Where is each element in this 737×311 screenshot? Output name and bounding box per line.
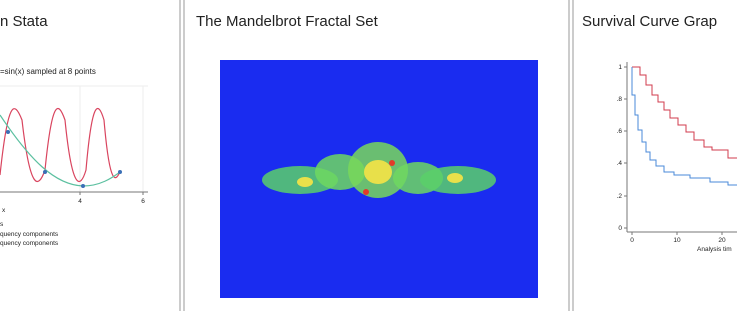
y-tick-label: .2 (617, 193, 623, 200)
x-tick-label: 20 (718, 237, 726, 244)
fractal-core (297, 177, 313, 187)
sine-curve (0, 108, 120, 181)
x-tick-label: 10 (673, 237, 681, 244)
y-tick-label: 1 (618, 64, 622, 71)
card-right[interactable] (573, 0, 737, 311)
fractal-point (389, 160, 395, 166)
fractal-image (220, 60, 538, 298)
sample-point (81, 184, 85, 188)
sample-point (43, 170, 47, 174)
y-tick-label: .4 (617, 160, 623, 167)
fractal-point (363, 189, 369, 195)
sample-point (6, 130, 10, 134)
fractal-core (447, 173, 463, 183)
x-axis-label: Analysis tim (697, 246, 732, 253)
x-tick-label: 0 (630, 237, 634, 244)
low-frequency-curve (0, 115, 120, 186)
card-title: n Stata (0, 13, 48, 30)
page: n Stata The Mandelbrot Fractal Set Survi… (0, 0, 737, 311)
x-axis-label: x (2, 207, 6, 214)
card-title: The Mandelbrot Fractal Set (196, 13, 379, 30)
chart-subtitle: =sin(x) sampled at 8 points (0, 67, 96, 76)
survival-chart: 1 .8 .6 .4 .2 0 0 10 20 Analysis tim (617, 62, 737, 253)
y-tick-label: .8 (617, 96, 623, 103)
card-title: Survival Curve Grap (582, 13, 717, 30)
y-tick-label: 0 (618, 225, 622, 232)
legend-entry: quency components (0, 231, 59, 238)
legend-entry: s (0, 221, 4, 228)
x-tick-label: 6 (141, 198, 145, 205)
sine-chart: =sin(x) sampled at 8 points 4 6 x s quen… (0, 67, 148, 247)
y-tick-label: .6 (617, 128, 623, 135)
legend-entry: quency components (0, 240, 59, 247)
fractal-core (364, 160, 392, 184)
survival-curve (632, 67, 737, 158)
carousel: n Stata The Mandelbrot Fractal Set Survi… (0, 0, 737, 311)
sample-point (118, 170, 122, 174)
x-tick-label: 4 (78, 198, 82, 205)
